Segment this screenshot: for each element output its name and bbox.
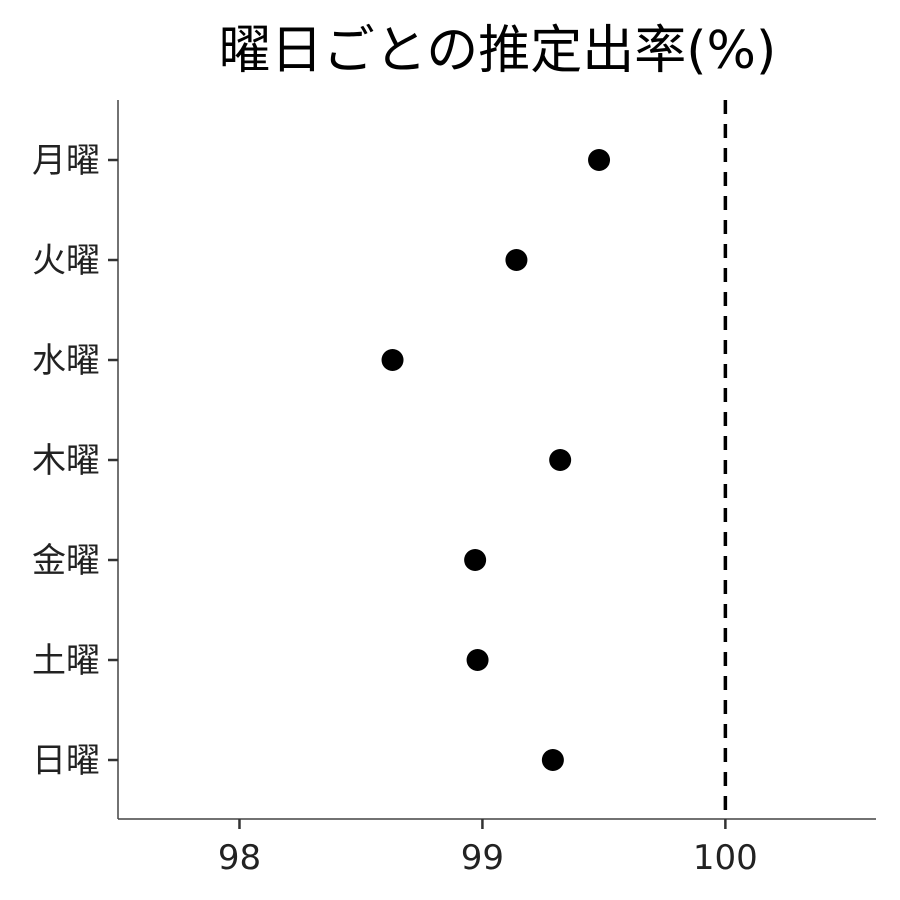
data-point	[588, 149, 611, 171]
x-tick-label: 98	[218, 838, 261, 878]
x-tick-label: 99	[461, 838, 504, 878]
data-point	[549, 449, 572, 471]
x-tick-label: 100	[693, 838, 758, 878]
data-point	[464, 549, 487, 571]
y-tick-label: 土曜	[32, 641, 100, 681]
y-tick-label: 火曜	[32, 241, 100, 281]
data-point	[381, 349, 404, 371]
y-tick-label: 水曜	[32, 341, 100, 381]
y-tick-label: 金曜	[32, 541, 100, 581]
y-tick-label: 木曜	[32, 441, 100, 481]
data-point	[505, 249, 528, 271]
data-point	[541, 749, 564, 771]
y-tick-label: 月曜	[32, 141, 100, 181]
data-point	[466, 649, 489, 671]
chart-title: 曜日ごとの推定出率(%)	[218, 21, 777, 81]
y-tick-label: 日曜	[32, 741, 100, 781]
